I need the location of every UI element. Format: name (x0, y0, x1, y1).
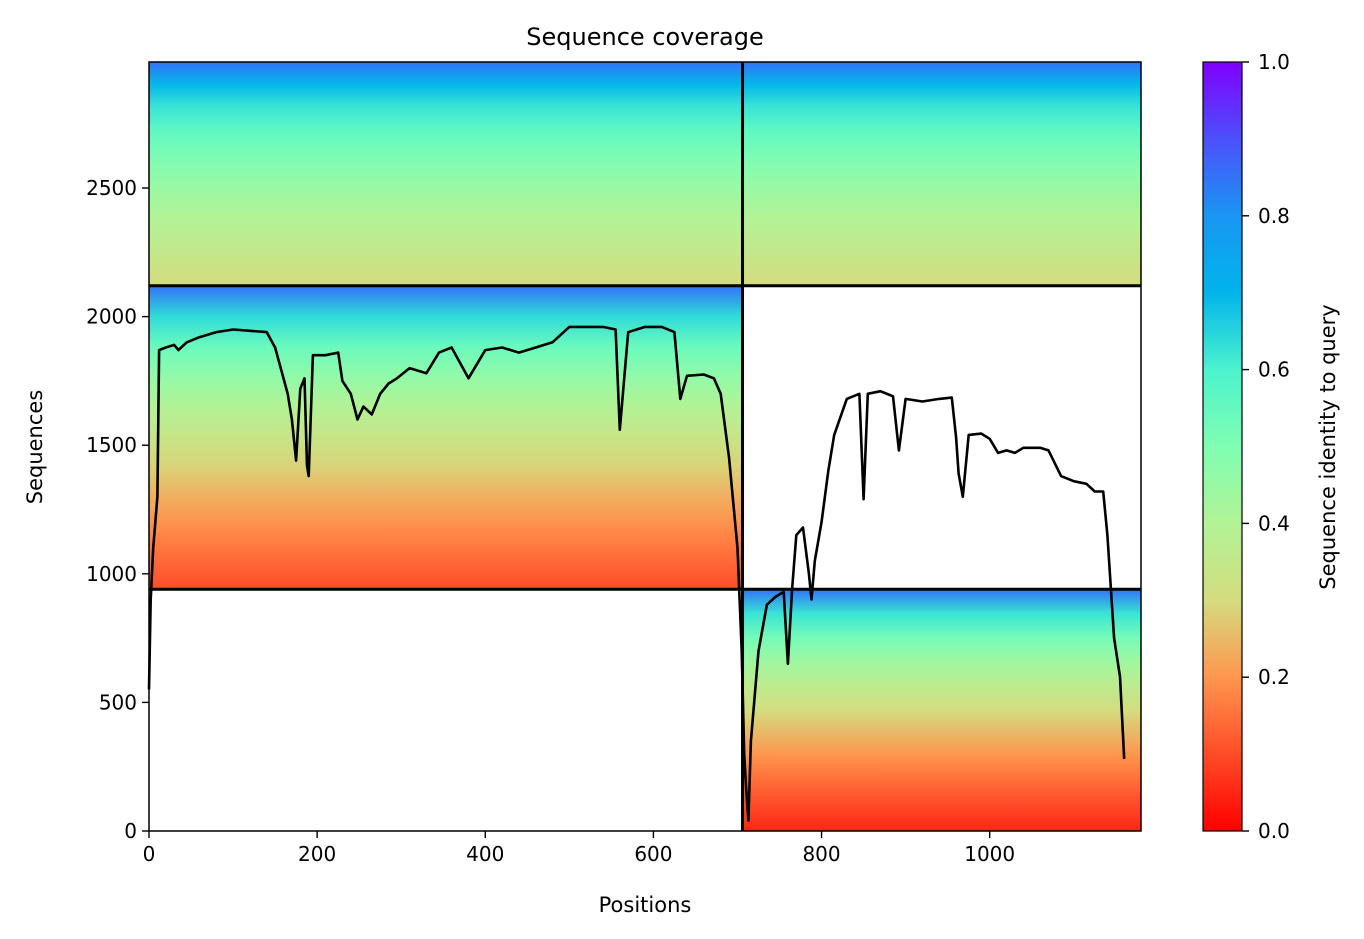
y-tick-label: 1000 (86, 562, 137, 586)
coverage-block-top-right (742, 62, 1141, 286)
coverage-block-bottom-right (742, 589, 1141, 831)
x-axis: 0 200 400 600 800 1000 (143, 831, 1015, 866)
coverage-line (147, 325, 1126, 822)
y-axis-label: Sequences (23, 390, 47, 505)
colorbar (1202, 61, 1243, 832)
colorbar-tick-label: 0.0 (1258, 819, 1290, 843)
x-tick-label: 400 (466, 842, 504, 866)
y-tick-label: 1500 (86, 433, 137, 457)
coverage-block-middle-left (149, 285, 743, 590)
colorbar-label: Sequence identity to query (1316, 304, 1340, 589)
colorbar-tick-label: 0.2 (1258, 665, 1290, 689)
x-tick-label: 0 (143, 842, 156, 866)
x-tick-label: 600 (634, 842, 672, 866)
x-tick-label: 1000 (964, 842, 1015, 866)
colorbar-tick-label: 1.0 (1258, 50, 1290, 74)
chart-title: Sequence coverage (526, 23, 763, 51)
coverage-blocks (149, 62, 1141, 831)
y-axis: 0 500 1000 1500 2000 2500 (86, 176, 149, 843)
y-tick-label: 2000 (86, 305, 137, 329)
x-tick-label: 800 (802, 842, 840, 866)
y-tick-label: 0 (124, 819, 137, 843)
colorbar-tick-label: 0.4 (1258, 511, 1290, 535)
y-tick-label: 2500 (86, 176, 137, 200)
colorbar-axis: 0.0 0.2 0.4 0.6 0.8 1.0 (1242, 50, 1290, 843)
colorbar-tick-label: 0.8 (1258, 204, 1290, 228)
colorbar-tick-label: 0.6 (1258, 358, 1290, 382)
y-tick-label: 500 (99, 690, 137, 714)
x-tick-label: 200 (298, 842, 336, 866)
x-axis-label: Positions (599, 893, 692, 917)
coverage-line-layer (147, 325, 1126, 822)
coverage-block-top-left (149, 62, 743, 286)
plot-frame (148, 61, 1142, 832)
